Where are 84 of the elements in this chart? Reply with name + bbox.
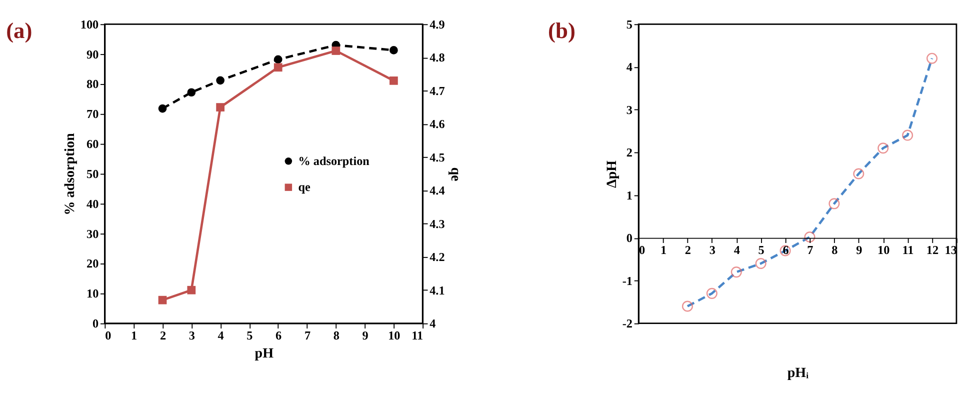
x-tick-label: 2 xyxy=(684,243,691,258)
legend-label: qe xyxy=(298,180,311,194)
point xyxy=(187,88,196,97)
x-tick-label: 4 xyxy=(218,328,224,343)
x-tick-label: 9 xyxy=(362,328,368,343)
point xyxy=(332,46,340,55)
point xyxy=(828,198,840,210)
point xyxy=(730,266,742,278)
x-tick-label: 5 xyxy=(246,328,253,343)
y-axis-title: ΔpH xyxy=(604,160,620,188)
y2-tick-label: 4.2 xyxy=(430,250,445,264)
x-tick-label: 11 xyxy=(412,328,424,343)
y-tick-label: 3 xyxy=(626,102,632,117)
y2-tick-label: 4.1 xyxy=(430,283,445,298)
x-tick-label: 0 xyxy=(105,328,112,343)
y2-tick-label: 4.6 xyxy=(430,117,445,132)
x-axis-title: pH xyxy=(254,346,274,362)
chart-title: (b) xyxy=(548,18,576,44)
legend-label: % adsorption xyxy=(298,154,370,168)
y-tick-label: 70 xyxy=(86,107,99,122)
point xyxy=(902,130,914,141)
x-tick-label: 1 xyxy=(131,328,138,343)
point xyxy=(878,142,889,154)
point xyxy=(216,103,224,112)
y-tick-label: 5 xyxy=(626,17,632,32)
point xyxy=(187,286,196,294)
y-tick-label: 0 xyxy=(626,231,632,246)
y2-tick-label: 4.5 xyxy=(430,150,445,164)
x-tick-label: 0 xyxy=(639,243,646,258)
point xyxy=(804,232,816,243)
x-tick-label: 7 xyxy=(807,243,814,258)
point xyxy=(853,168,864,180)
x-tick-label: 12 xyxy=(926,243,939,258)
y-tick-label: 1 xyxy=(626,188,632,202)
point xyxy=(274,55,282,64)
y-tick-label: 0 xyxy=(92,316,99,331)
x-tick-label: 10 xyxy=(877,243,890,258)
y2-tick-label: 4.3 xyxy=(430,216,445,231)
y-tick-label: 40 xyxy=(86,196,99,211)
y-tick-label: 2 xyxy=(626,146,632,160)
x-tick-label: 6 xyxy=(276,328,282,343)
point xyxy=(926,52,938,64)
y-tick-label: 10 xyxy=(86,286,99,301)
y-tick-label: -2 xyxy=(622,316,632,331)
point xyxy=(682,300,693,312)
y2-tick-label: 4.4 xyxy=(430,184,445,198)
y-tick-label: 100 xyxy=(80,17,99,32)
y2-axis-title: qe xyxy=(447,167,462,182)
y2-tick-label: 4.7 xyxy=(430,84,445,98)
x-tick-label: 11 xyxy=(902,243,914,258)
point xyxy=(158,104,167,113)
x-tick-label: 3 xyxy=(188,328,195,343)
y2-tick-label: 4.9 xyxy=(430,17,445,32)
x-tick-label: 9 xyxy=(856,243,862,258)
x-tick-label: 13 xyxy=(944,243,957,258)
point xyxy=(274,63,282,72)
point xyxy=(390,76,398,85)
x-tick-label: 3 xyxy=(709,243,716,258)
x-axis-title: pHᵢ xyxy=(787,366,810,382)
y-tick-label: 4 xyxy=(626,60,632,74)
x-tick-label: 8 xyxy=(333,328,340,343)
x-tick-label: 7 xyxy=(304,328,311,343)
y2-tick-label: 4 xyxy=(430,316,436,331)
y-tick-label: 90 xyxy=(86,47,99,62)
x-tick-label: 10 xyxy=(388,328,400,343)
y-tick-label: 80 xyxy=(86,77,99,92)
point xyxy=(158,296,167,304)
y2-tick-label: 4.8 xyxy=(430,50,445,65)
y-tick-label: 50 xyxy=(86,166,99,181)
point xyxy=(216,76,224,85)
x-tick-label: 8 xyxy=(832,243,838,258)
point xyxy=(755,258,766,270)
chart-title: (a) xyxy=(6,18,32,44)
y-axis-title: % adsorption xyxy=(62,132,78,216)
x-tick-label: 5 xyxy=(758,243,764,258)
x-tick-label: 2 xyxy=(160,328,166,343)
x-tick-label: 1 xyxy=(660,243,667,258)
y-tick-label: 60 xyxy=(86,137,99,152)
y-tick-label: 20 xyxy=(86,256,99,271)
x-tick-label: 4 xyxy=(734,243,740,258)
point xyxy=(390,46,398,54)
y-tick-label: -1 xyxy=(622,274,632,288)
y-tick-label: 30 xyxy=(86,226,99,241)
point xyxy=(706,288,718,299)
